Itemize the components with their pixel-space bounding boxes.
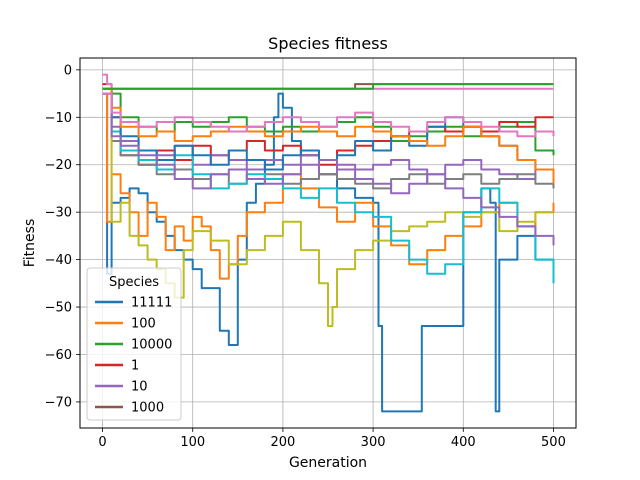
series-line bbox=[102, 92, 555, 190]
legend-label-100: 100 bbox=[131, 317, 156, 332]
legend-label-11111: 11111 bbox=[131, 296, 172, 311]
series-lines bbox=[102, 73, 555, 413]
series-line bbox=[102, 92, 554, 327]
x-tick-label: 400 bbox=[451, 435, 476, 450]
ticks: 0 100 200 300 400 500 0 −10 −20 −30 −40 −50 −60 −70 bbox=[45, 63, 566, 450]
series-line bbox=[102, 92, 555, 246]
x-tick-label: 300 bbox=[361, 435, 386, 450]
series-line bbox=[102, 87, 555, 184]
y-tick-label: −20 bbox=[45, 158, 72, 173]
legend-title: Species bbox=[109, 275, 159, 290]
series-line-100 bbox=[102, 92, 555, 280]
y-tick-label: −50 bbox=[45, 301, 72, 316]
x-axis-label: Generation bbox=[289, 455, 367, 471]
legend-box bbox=[86, 267, 182, 421]
legend-label-10000: 10000 bbox=[131, 338, 172, 353]
legend-label-1: 1 bbox=[131, 359, 139, 374]
series-line bbox=[102, 92, 555, 138]
legend-label-1000: 1000 bbox=[131, 401, 164, 416]
y-tick-label: −10 bbox=[45, 111, 72, 126]
legend-label-10: 10 bbox=[131, 380, 148, 395]
x-tick-label: 500 bbox=[541, 435, 566, 450]
y-axis-label: Fitness bbox=[22, 219, 38, 268]
y-tick-label: −30 bbox=[45, 206, 72, 221]
y-tick-label: −70 bbox=[45, 395, 72, 410]
y-tick-label: 0 bbox=[64, 63, 72, 78]
series-line bbox=[102, 83, 554, 90]
x-tick-label: 0 bbox=[98, 435, 106, 450]
y-tick-label: −40 bbox=[45, 253, 72, 268]
y-tick-label: −60 bbox=[45, 348, 72, 363]
x-tick-label: 100 bbox=[180, 435, 205, 450]
legend: Species 11111 100 10000 1 10 1000 bbox=[86, 267, 182, 421]
x-tick-label: 200 bbox=[270, 435, 295, 450]
chart-title: Species fitness bbox=[268, 34, 388, 53]
plot-frame bbox=[79, 57, 577, 429]
